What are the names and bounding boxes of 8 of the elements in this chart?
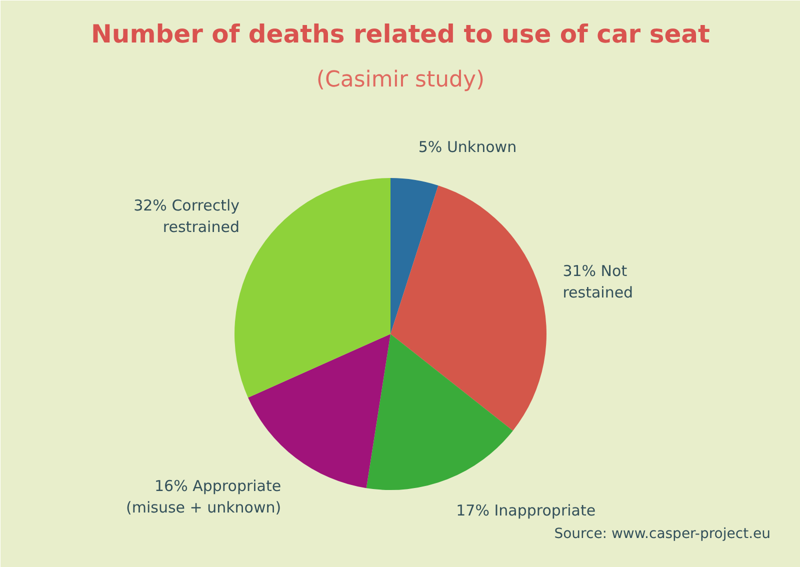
slice-label: 31% Not restained [562,262,634,302]
slice-label: 16% Appropriate (misuse + unknown) [126,476,282,517]
chart-title: Number of deaths related to use of car seat [91,20,710,48]
slice-label: 17% Inappropriate [456,502,596,520]
slice-label: 5% Unknown [418,138,517,156]
chart-subtitle: (Casimir study) [316,68,485,92]
source-note: Source: www.casper-project.eu [554,526,771,542]
slice-label: 32% Correctly restrained [134,196,240,236]
